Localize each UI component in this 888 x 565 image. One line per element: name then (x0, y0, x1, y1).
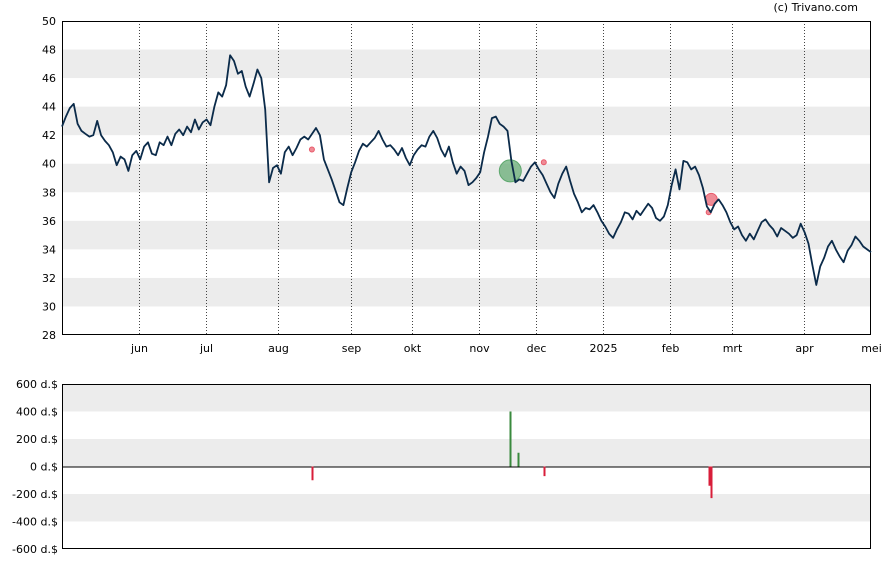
price-grid-band (62, 49, 871, 79)
x-tick-label: okt (404, 342, 422, 355)
volume-y-tick-label: -400 d.$ (12, 516, 58, 529)
trade-marker (540, 159, 547, 166)
price-y-tick-label: 40 (42, 158, 56, 171)
x-tick-label: sep (342, 342, 361, 355)
volume-y-tick-label: -200 d.$ (12, 488, 58, 501)
price-y-tick-label: 36 (42, 215, 56, 228)
copyright-label: (c) Trivano.com (773, 1, 858, 14)
x-tick-label: 2025 (590, 342, 618, 355)
price-y-tick-label: 46 (42, 72, 56, 85)
price-grid-band (62, 277, 871, 307)
volume-grid-band (62, 494, 871, 522)
volume-grid-band (62, 384, 871, 412)
volume-y-tick-label: 600 d.$ (16, 378, 58, 391)
price-y-tick-label: 44 (42, 101, 56, 114)
price-y-tick-label: 32 (42, 272, 56, 285)
volume-y-tick-label: 400 d.$ (16, 406, 58, 419)
x-tick-label: dec (527, 342, 547, 355)
volume-y-tick-label: 0 d.$ (30, 461, 58, 474)
price-y-tick-label: 30 (42, 300, 56, 313)
price-y-tick-label: 48 (42, 44, 56, 57)
volume-panel-frame (62, 384, 871, 549)
x-tick-label: aug (268, 342, 289, 355)
price-y-tick-label: 42 (42, 129, 56, 142)
trade-marker (308, 146, 315, 153)
price-grid-band (62, 220, 871, 250)
x-tick-label: jun (130, 342, 148, 355)
volume-grid-band (62, 439, 871, 467)
price-y-tick-label: 38 (42, 186, 56, 199)
x-tick-label: mrt (723, 342, 743, 355)
trade-marker (498, 159, 522, 183)
price-series-line (61, 54, 872, 286)
x-tick-label: jul (199, 342, 213, 355)
volume-y-tick-label: -600 d.$ (12, 543, 58, 556)
price-y-tick-label: 34 (42, 243, 56, 256)
x-tick-label: apr (795, 342, 814, 355)
x-tick-label: feb (662, 342, 680, 355)
price-y-tick-label: 28 (42, 329, 56, 342)
x-tick-label: mei (861, 342, 882, 355)
price-panel-frame (62, 21, 871, 335)
volume-y-tick-label: 200 d.$ (16, 433, 58, 446)
price-y-tick-label: 50 (42, 15, 56, 28)
x-tick-label: nov (469, 342, 490, 355)
price-grid-band (62, 106, 871, 136)
